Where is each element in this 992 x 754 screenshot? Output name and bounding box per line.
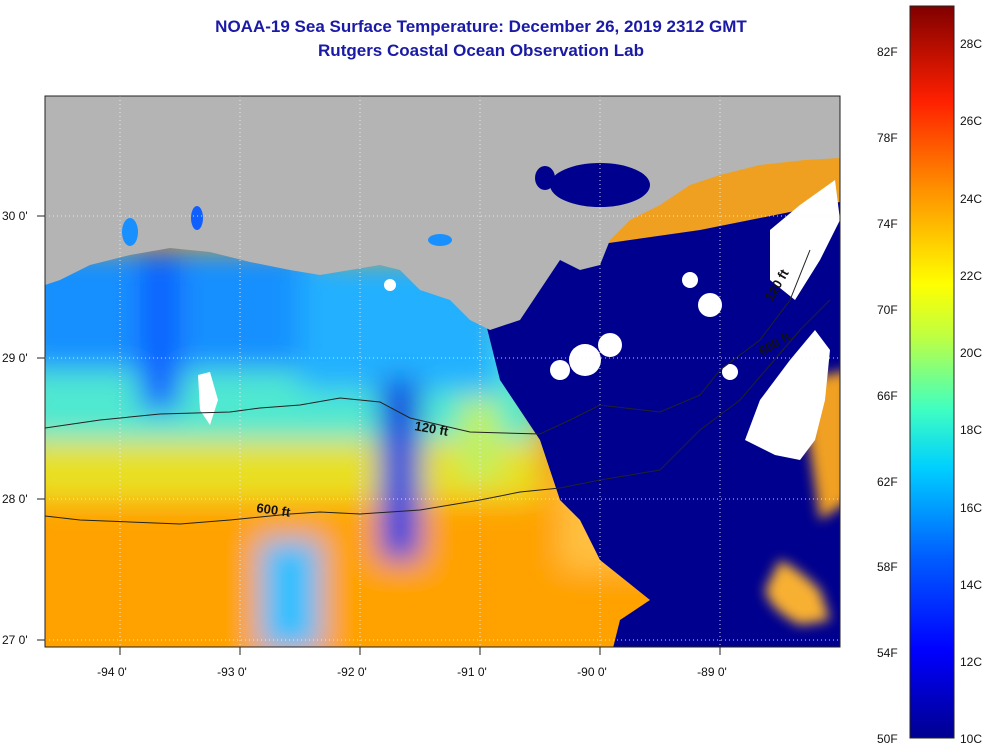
colorbar-f-label: 50F [877, 732, 898, 746]
cold-water-region [480, 202, 840, 647]
contour-120ft [45, 249, 811, 435]
lon-tick-label: -93 0' [217, 665, 247, 679]
colorbar-c-label: 26C [960, 114, 982, 128]
colorbar-f-label: 54F [877, 646, 898, 660]
contour-label-600ft-west: 600 ft [256, 500, 292, 520]
map-title: NOAA-19 Sea Surface Temperature: Decembe… [215, 17, 747, 36]
colorbar-c-label: 10C [960, 732, 982, 746]
lat-tick-label: 30 0' [2, 209, 28, 223]
fahrenheit-scale: 50F 54F 58F 62F 66F 70F 74F 78F 82F [877, 45, 898, 746]
colorbar-gradient [909, 5, 955, 739]
colorbar-f-label: 78F [877, 131, 898, 145]
land-mass [45, 96, 840, 330]
lon-tick-label: -94 0' [97, 665, 127, 679]
lon-tick-label: -90 0' [577, 665, 607, 679]
longitude-axis: -94 0' -93 0' -92 0' -91 0' -90 0' -89 0… [97, 647, 727, 679]
map-subtitle: Rutgers Coastal Ocean Observation Lab [318, 41, 644, 60]
colorbar-c-label: 24C [960, 192, 982, 206]
contour-label-120ft-west: 120 ft [413, 418, 450, 439]
cloud-cover [198, 180, 840, 460]
lon-tick-label: -92 0' [337, 665, 367, 679]
celsius-scale: 10C 12C 14C 16C 18C 20C 22C 24C 26C 28C [960, 37, 982, 746]
sst-field [45, 250, 670, 647]
colorbar-f-label: 58F [877, 560, 898, 574]
colorbar-f-label: 70F [877, 303, 898, 317]
colorbar-c-label: 22C [960, 269, 982, 283]
colorbar-f-label: 66F [877, 389, 898, 403]
colorbar-c-label: 20C [960, 346, 982, 360]
lat-tick-label: 27 0' [2, 633, 28, 647]
latitude-axis: 30 0' 29 0' 28 0' 27 0' [2, 209, 45, 647]
lat-tick-label: 29 0' [2, 351, 28, 365]
colorbar-c-label: 16C [960, 501, 982, 515]
sst-map[interactable]: 120 ft 600 ft 120 ft 600 ft [20, 96, 850, 680]
colorbar-f-label: 82F [877, 45, 898, 59]
colorbar-c-label: 18C [960, 423, 982, 437]
lon-tick-label: -91 0' [457, 665, 487, 679]
colorbar-f-label: 74F [877, 217, 898, 231]
lat-tick-label: 28 0' [2, 492, 28, 506]
contour-600ft [45, 299, 831, 525]
colorbar-c-label: 12C [960, 655, 982, 669]
temperature-colorbar: 50F 54F 58F 62F 66F 70F 74F 78F 82F 10C … [877, 5, 982, 746]
graticule [45, 96, 840, 647]
colorbar-c-label: 14C [960, 578, 982, 592]
map-frame [44, 95, 841, 648]
colorbar-f-label: 62F [877, 475, 898, 489]
lon-tick-label: -89 0' [697, 665, 727, 679]
colorbar-c-label: 28C [960, 37, 982, 51]
bathymetry-contours [45, 249, 831, 525]
